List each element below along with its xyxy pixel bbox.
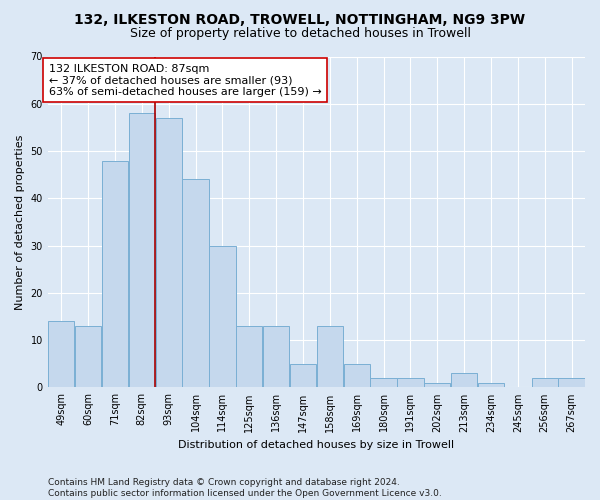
Bar: [478, 382, 504, 388]
Bar: [532, 378, 558, 388]
Bar: [451, 373, 477, 388]
Bar: [317, 326, 343, 388]
Text: Contains HM Land Registry data © Crown copyright and database right 2024.
Contai: Contains HM Land Registry data © Crown c…: [48, 478, 442, 498]
Text: 132, ILKESTON ROAD, TROWELL, NOTTINGHAM, NG9 3PW: 132, ILKESTON ROAD, TROWELL, NOTTINGHAM,…: [74, 12, 526, 26]
Bar: [344, 364, 370, 388]
X-axis label: Distribution of detached houses by size in Trowell: Distribution of detached houses by size …: [178, 440, 454, 450]
Bar: [370, 378, 397, 388]
Bar: [290, 364, 316, 388]
Bar: [155, 118, 182, 388]
Bar: [182, 180, 209, 388]
Bar: [263, 326, 289, 388]
Text: Size of property relative to detached houses in Trowell: Size of property relative to detached ho…: [130, 28, 470, 40]
Y-axis label: Number of detached properties: Number of detached properties: [15, 134, 25, 310]
Bar: [559, 378, 585, 388]
Bar: [236, 326, 262, 388]
Bar: [424, 382, 451, 388]
Bar: [128, 113, 155, 388]
Bar: [75, 326, 101, 388]
Bar: [397, 378, 424, 388]
Text: 132 ILKESTON ROAD: 87sqm
← 37% of detached houses are smaller (93)
63% of semi-d: 132 ILKESTON ROAD: 87sqm ← 37% of detach…: [49, 64, 322, 97]
Bar: [48, 321, 74, 388]
Bar: [102, 160, 128, 388]
Bar: [209, 246, 236, 388]
